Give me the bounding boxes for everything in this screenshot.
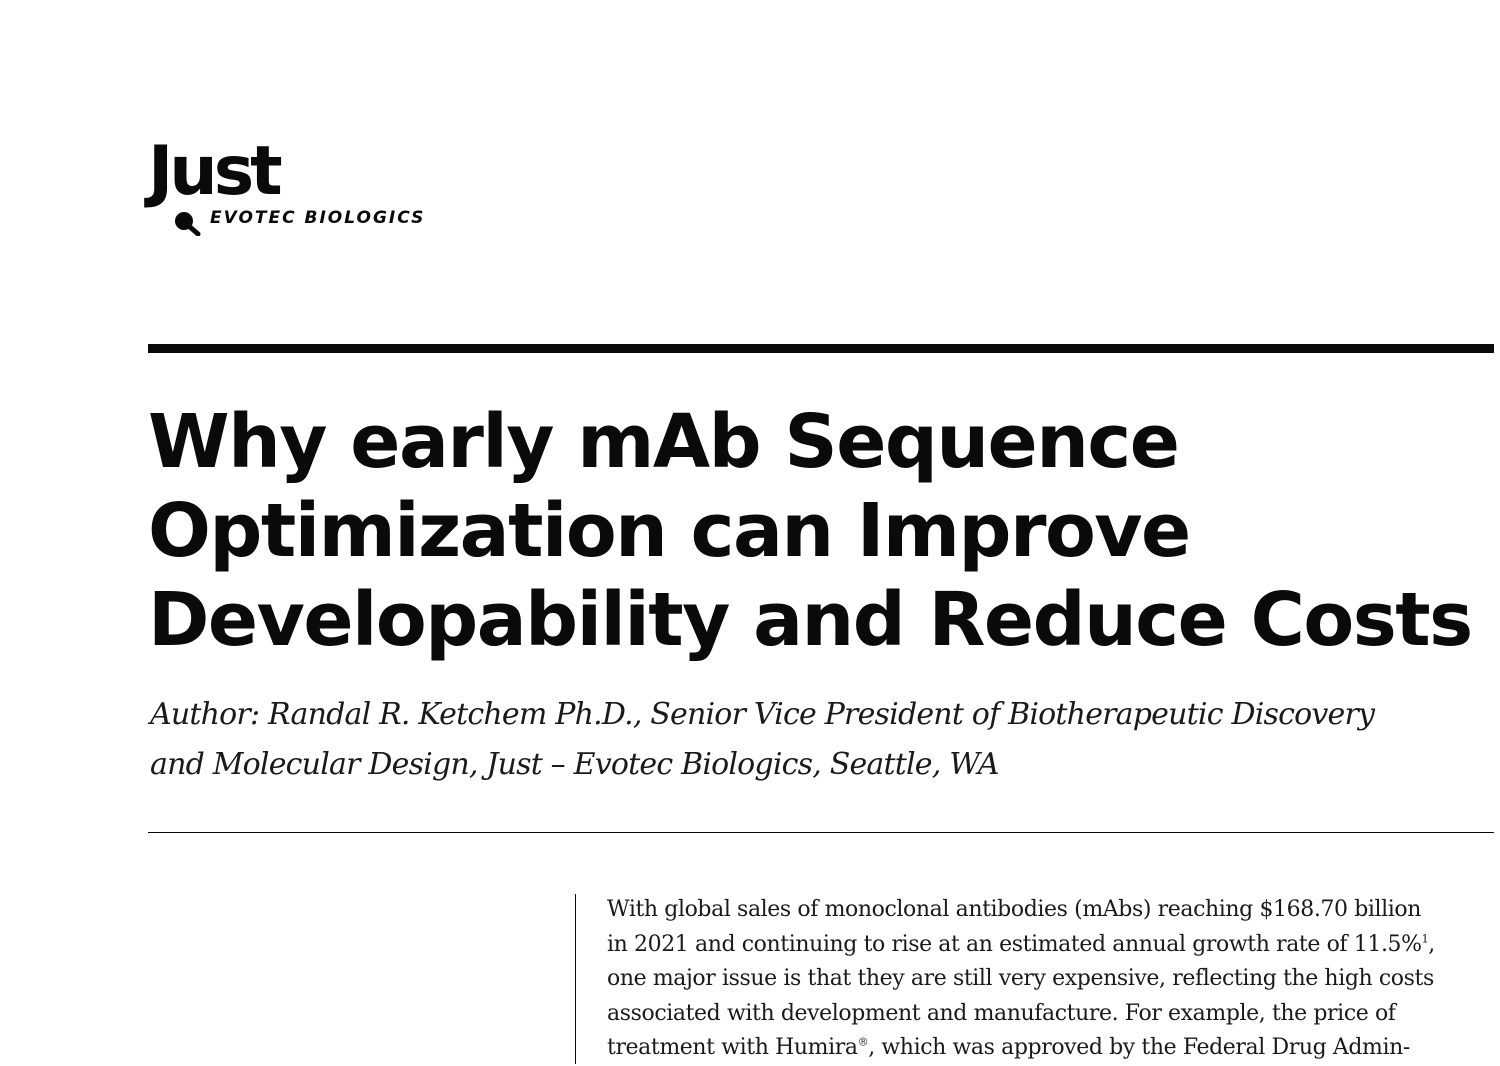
logo-subtitle: EVOTEC BIOLOGICS — [210, 208, 426, 228]
body-line: associated with development and manufact… — [607, 1000, 1396, 1026]
registered-mark: ® — [857, 1035, 869, 1049]
section-divider-thin — [148, 832, 1494, 833]
body-text-segment: in 2021 and continuing to rise at an est… — [607, 931, 1422, 957]
title-line: Optimization can Improve — [148, 488, 1191, 574]
body-line: in 2021 and continuing to rise at an est… — [607, 928, 1487, 963]
author-line: and Molecular Design, Just – Evotec Biol… — [150, 747, 999, 782]
body-text-segment: , which was approved by the Federal Drug… — [868, 1035, 1410, 1060]
title-line: Why early mAb Sequence — [148, 399, 1180, 485]
body-text-segment: , — [1428, 931, 1435, 957]
body-line: one major issue is that they are still v… — [607, 966, 1434, 991]
body-paragraph: With global sales of monoclonal antibodi… — [607, 893, 1487, 1066]
header-divider-thick — [148, 344, 1494, 353]
document-title: Why early mAb Sequence Optimization can … — [148, 398, 1473, 665]
author-byline: Author: Randal R. Ketchem Ph.D., Senior … — [150, 690, 1470, 790]
footnote-ref: 1 — [1421, 932, 1429, 946]
body-text-segment: treatment with Humira — [607, 1035, 858, 1060]
body-line: treatment with Humira®, which was approv… — [607, 1031, 1487, 1066]
magnifier-icon — [175, 212, 201, 236]
author-line: Author: Randal R. Ketchem Ph.D., Senior … — [150, 697, 1375, 732]
company-logo: Just EVOTEC BIOLOGICS — [148, 138, 448, 238]
body-line: With global sales of monoclonal antibodi… — [607, 897, 1422, 922]
logo-wordmark: Just — [148, 132, 283, 211]
title-line: Developability and Reduce Costs — [148, 577, 1473, 663]
column-divider — [575, 894, 576, 1064]
